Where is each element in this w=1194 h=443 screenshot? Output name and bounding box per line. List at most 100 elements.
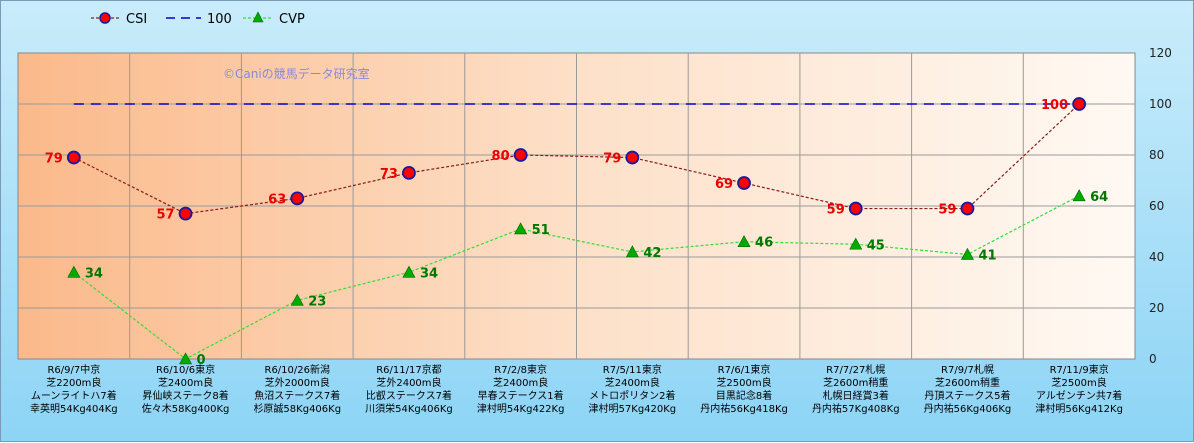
x-tick-label: 芝2400m良 xyxy=(605,376,660,389)
csi-point xyxy=(290,191,305,206)
watermark: ©Caniの競馬データ研究室 xyxy=(223,66,370,81)
csi-point xyxy=(66,150,81,165)
x-tick-label: 芝2600m稍重 xyxy=(823,376,888,389)
csi-data-label: 79 xyxy=(45,152,63,167)
x-tick-label: 芝2200m良 xyxy=(46,376,101,389)
legend-csi-label: CSI xyxy=(126,12,147,27)
x-tick-label: 丹内祐56Kg418Kg xyxy=(700,402,788,415)
y-tick-label: 120 xyxy=(1149,46,1172,60)
x-tick-label: 芝外2400m良 xyxy=(376,376,441,389)
csi-data-label: 73 xyxy=(380,167,398,182)
x-tick-label: 津村明54Kg422Kg xyxy=(477,402,565,415)
x-tick-label: アルゼンチン共7着 xyxy=(1036,389,1122,402)
x-tick-label: R7/7/27札幌 xyxy=(826,363,885,376)
legend-item-cvp: CVP xyxy=(243,11,305,27)
x-tick-label: R6/10/26新潟 xyxy=(265,363,331,376)
cvp-data-label: 51 xyxy=(532,223,550,238)
cvp-data-label: 34 xyxy=(420,266,438,281)
x-tick-label: 芝2500m良 xyxy=(716,376,771,389)
cvp-data-label: 46 xyxy=(755,236,773,251)
x-tick-label: ムーンライトハ7着 xyxy=(31,389,117,402)
cvp-data-label: 45 xyxy=(867,238,885,253)
csi-data-label: 63 xyxy=(268,192,286,207)
legend-100-label: 100 xyxy=(207,12,232,27)
y-tick-label: 60 xyxy=(1149,199,1164,213)
x-tick-label: 目黒記念8着 xyxy=(716,389,772,402)
x-tick-label: 丹内祐57Kg408Kg xyxy=(812,402,900,415)
y-tick-label: 100 xyxy=(1149,97,1172,111)
cvp-data-label: 64 xyxy=(1090,190,1108,205)
csi-data-label: 69 xyxy=(715,177,733,192)
x-tick-label: R6/11/17京都 xyxy=(376,363,442,376)
x-tick-label: R7/5/11東京 xyxy=(603,363,662,376)
cvp-data-label: 0 xyxy=(197,353,206,368)
legend-csi-marker xyxy=(99,12,111,24)
cvp-point xyxy=(849,237,863,250)
cvp-point xyxy=(625,245,639,258)
y-tick-label: 80 xyxy=(1149,148,1164,162)
x-tick-label: 丹頂ステークス5着 xyxy=(924,389,1010,402)
x-tick-label: 芝2400m良 xyxy=(158,376,213,389)
x-tick-label: 芝外2000m良 xyxy=(265,376,330,389)
y-axis: 0 20 40 60 80 100 120 xyxy=(1149,46,1172,366)
csi-point xyxy=(737,176,751,190)
x-tick-label: 早春ステークス1着 xyxy=(478,389,564,402)
series-layer: 34 0 23 34 51 42 46 45 41 64 79 57 63 73 80 79 69 59 59 100 xyxy=(45,97,1108,368)
cvp-point xyxy=(67,265,81,278)
cvp-point xyxy=(402,265,416,278)
y-tick-label: 0 xyxy=(1149,352,1157,366)
y-tick-label: 40 xyxy=(1149,250,1164,264)
x-tick-label: 杉原誠58Kg406Kg xyxy=(253,402,341,415)
x-tick-label: 芝2500m良 xyxy=(1052,376,1107,389)
csi-data-label: 57 xyxy=(156,208,174,223)
cvp-data-label: 23 xyxy=(308,294,326,309)
x-tick-label: 幸英明54Kg404Kg xyxy=(30,402,118,415)
x-tick-label: R7/11/9東京 xyxy=(1050,363,1109,376)
x-tick-label: 丹内祐56Kg406Kg xyxy=(924,402,1012,415)
x-tick-label: R7/9/7札幌 xyxy=(941,363,994,376)
csi-point xyxy=(513,148,528,162)
x-tick-label: 佐々木58Kg400Kg xyxy=(142,403,230,415)
x-tick-label: 津村明57Kg420Kg xyxy=(589,402,677,415)
csi-point xyxy=(848,201,863,216)
csi-point xyxy=(960,201,975,216)
legend-cvp-marker xyxy=(252,11,264,23)
cvp-data-label: 41 xyxy=(978,248,996,263)
x-tick-label: 比叡ステークス7着 xyxy=(366,389,452,402)
cvp-data-label: 34 xyxy=(85,266,103,281)
y-tick-label: 20 xyxy=(1149,301,1164,315)
legend: CSI 100 CVP xyxy=(91,11,305,27)
x-tick-label: 芝2400m良 xyxy=(493,376,548,389)
csi-point xyxy=(402,165,416,180)
legend-item-csi: CSI xyxy=(91,12,147,27)
x-tick-label: 札幌日経賞3着 xyxy=(823,389,889,402)
x-tick-label: R7/6/1東京 xyxy=(718,363,771,376)
csi-data-label: 59 xyxy=(938,203,956,218)
cvp-point xyxy=(290,293,304,306)
x-tick-label: 魚沼ステークス7着 xyxy=(254,389,340,402)
legend-item-100: 100 xyxy=(166,12,232,27)
csi-data-label: 79 xyxy=(603,152,621,167)
x-tick-label: R6/10/6東京 xyxy=(156,363,215,376)
x-tick-label: メトロポリタン2着 xyxy=(589,389,675,402)
csi-data-label: 80 xyxy=(492,149,510,164)
x-tick-label: 昇仙峡ステーク8着 xyxy=(142,389,228,402)
x-tick-label: R6/9/7中京 xyxy=(47,363,100,376)
x-tick-label: 津村明56Kg412Kg xyxy=(1035,402,1123,415)
cvp-point xyxy=(514,222,528,235)
cvp-data-label: 42 xyxy=(643,246,661,261)
series-cvp-line xyxy=(73,195,1080,360)
